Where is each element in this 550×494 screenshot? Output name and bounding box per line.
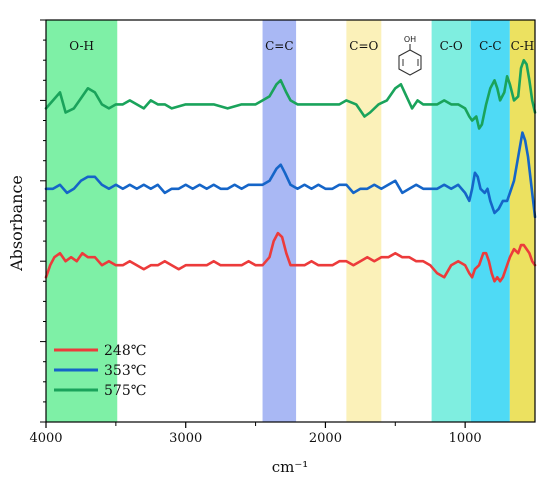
band-layer <box>46 20 535 422</box>
legend: 248℃ 353℃ 575℃ <box>54 343 146 399</box>
band-label: C-H <box>511 39 535 53</box>
series-line <box>44 131 537 219</box>
band-ch <box>509 20 535 422</box>
benzene-ring <box>398 49 422 76</box>
band-co <box>431 20 471 422</box>
x-tick-label: 2000 <box>309 431 342 446</box>
x-tick-label: 3000 <box>169 431 202 446</box>
band-label: O-H <box>69 39 94 53</box>
band-label: C=C <box>265 39 293 53</box>
band-oh <box>46 20 118 422</box>
band-label: C-C <box>479 39 501 53</box>
band-cc <box>262 20 297 422</box>
band-label: C=O <box>349 39 378 53</box>
legend-label: 575℃ <box>104 383 146 399</box>
hydroxyl-label: OH <box>404 35 416 44</box>
band-cc <box>470 20 510 422</box>
x-axis-label: cm⁻¹ <box>272 458 309 476</box>
series-line <box>44 231 537 283</box>
series-line <box>44 58 537 130</box>
axes-layer: 4000 3000 2000 1000 <box>29 19 536 446</box>
band-co <box>346 20 382 422</box>
y-axis-label: Absorbance <box>7 175 26 272</box>
band-label-layer: O-H C=C C=O C-O C-C C-H <box>69 39 534 53</box>
legend-label: 248℃ <box>104 343 146 359</box>
x-tick-label: 1000 <box>449 431 482 446</box>
band-label: C-O <box>440 39 463 53</box>
series-layer <box>44 58 537 283</box>
legend-label: 353℃ <box>104 363 146 379</box>
phenol-structure-icon: OH <box>398 35 422 76</box>
x-tick-label: 4000 <box>29 431 62 446</box>
